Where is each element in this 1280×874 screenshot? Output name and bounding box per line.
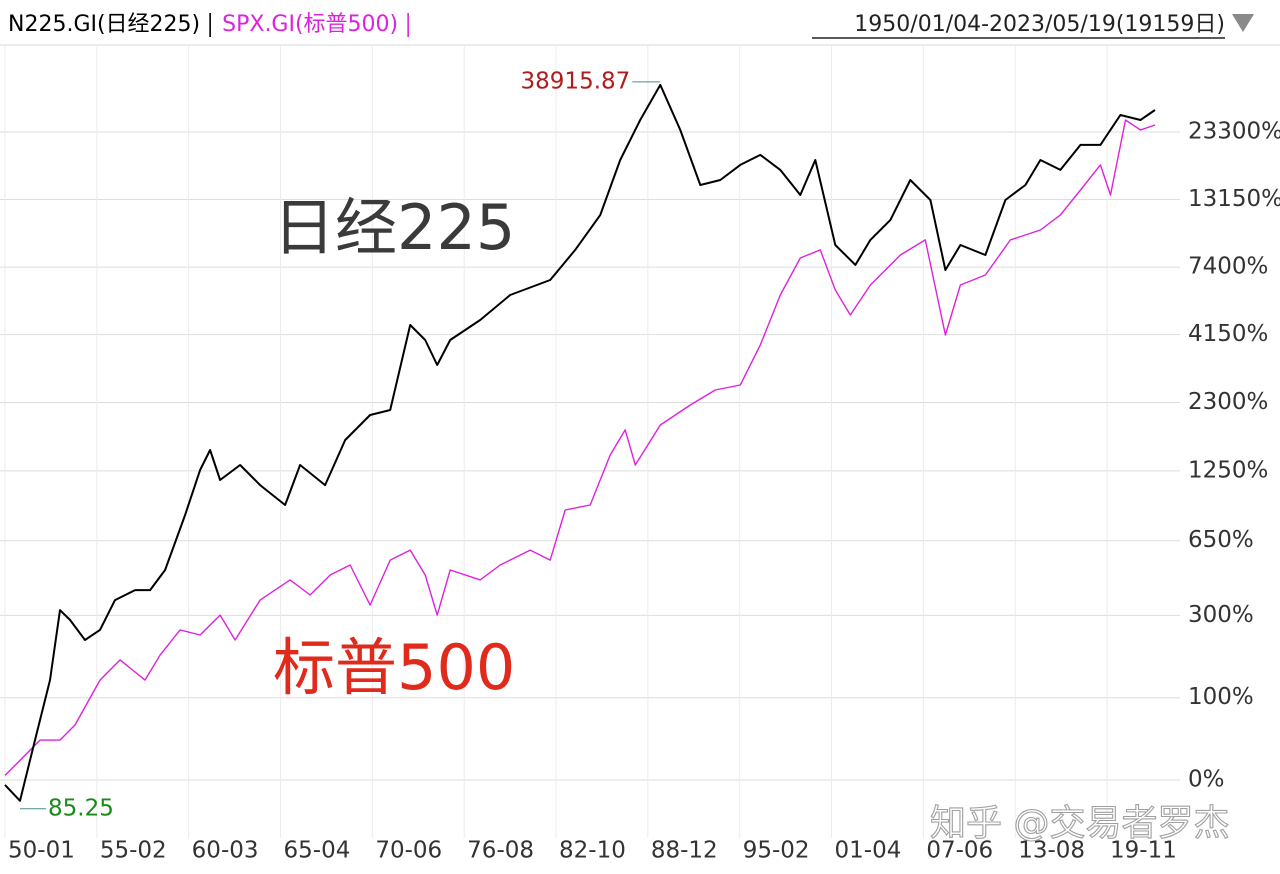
- legend-entry: N225.GI(日经225): [8, 12, 200, 37]
- annotation: 38915.87: [521, 68, 631, 94]
- x-tick-label: 60-03: [192, 838, 259, 864]
- y-tick-label: 1250%: [1188, 457, 1268, 483]
- x-tick-label: 70-06: [375, 838, 442, 864]
- series-line: [4, 83, 1156, 802]
- annotation: 85.25: [48, 795, 114, 821]
- y-tick-label: 4150%: [1188, 321, 1268, 347]
- x-tick-label: 82-10: [559, 838, 626, 864]
- y-tick-label: 0%: [1188, 767, 1225, 793]
- y-tick-label: 2300%: [1188, 389, 1268, 415]
- series-line: [4, 119, 1156, 776]
- x-tick-label: 65-04: [284, 838, 351, 864]
- date-range: 1950/01/04-2023/05/19(19159日): [854, 12, 1225, 37]
- x-tick-label: 95-02: [743, 838, 810, 864]
- series-label: 日经225: [273, 191, 515, 264]
- x-tick-label: 76-08: [467, 838, 534, 864]
- x-tick-label: 88-12: [651, 838, 718, 864]
- y-tick-label: 300%: [1188, 602, 1254, 628]
- x-tick-label: 55-02: [100, 838, 167, 864]
- y-tick-label: 7400%: [1188, 254, 1268, 280]
- series-label: 标普500: [273, 631, 515, 704]
- y-tick-label: 100%: [1188, 684, 1254, 710]
- x-tick-label: 13-08: [1018, 838, 1085, 864]
- y-tick-label: 650%: [1188, 527, 1254, 553]
- x-tick-label: 50-01: [8, 838, 75, 864]
- header: N225.GI(日经225) SPX.GI(标普500) 1950/01/04-…: [8, 12, 1254, 39]
- grid: [0, 45, 1180, 838]
- y-tick-label: 13150%: [1188, 186, 1280, 212]
- dropdown-arrow[interactable]: [1232, 14, 1254, 32]
- x-tick-label: 19-11: [1110, 838, 1177, 864]
- watermark: 知乎 @交易者罗杰: [930, 803, 1229, 844]
- y-tick-label: 23300%: [1188, 118, 1280, 144]
- x-tick-label: 01-04: [835, 838, 902, 864]
- legend-entry: SPX.GI(标普500): [222, 12, 398, 37]
- x-tick-label: 07-06: [926, 838, 993, 864]
- plot: [4, 83, 1156, 802]
